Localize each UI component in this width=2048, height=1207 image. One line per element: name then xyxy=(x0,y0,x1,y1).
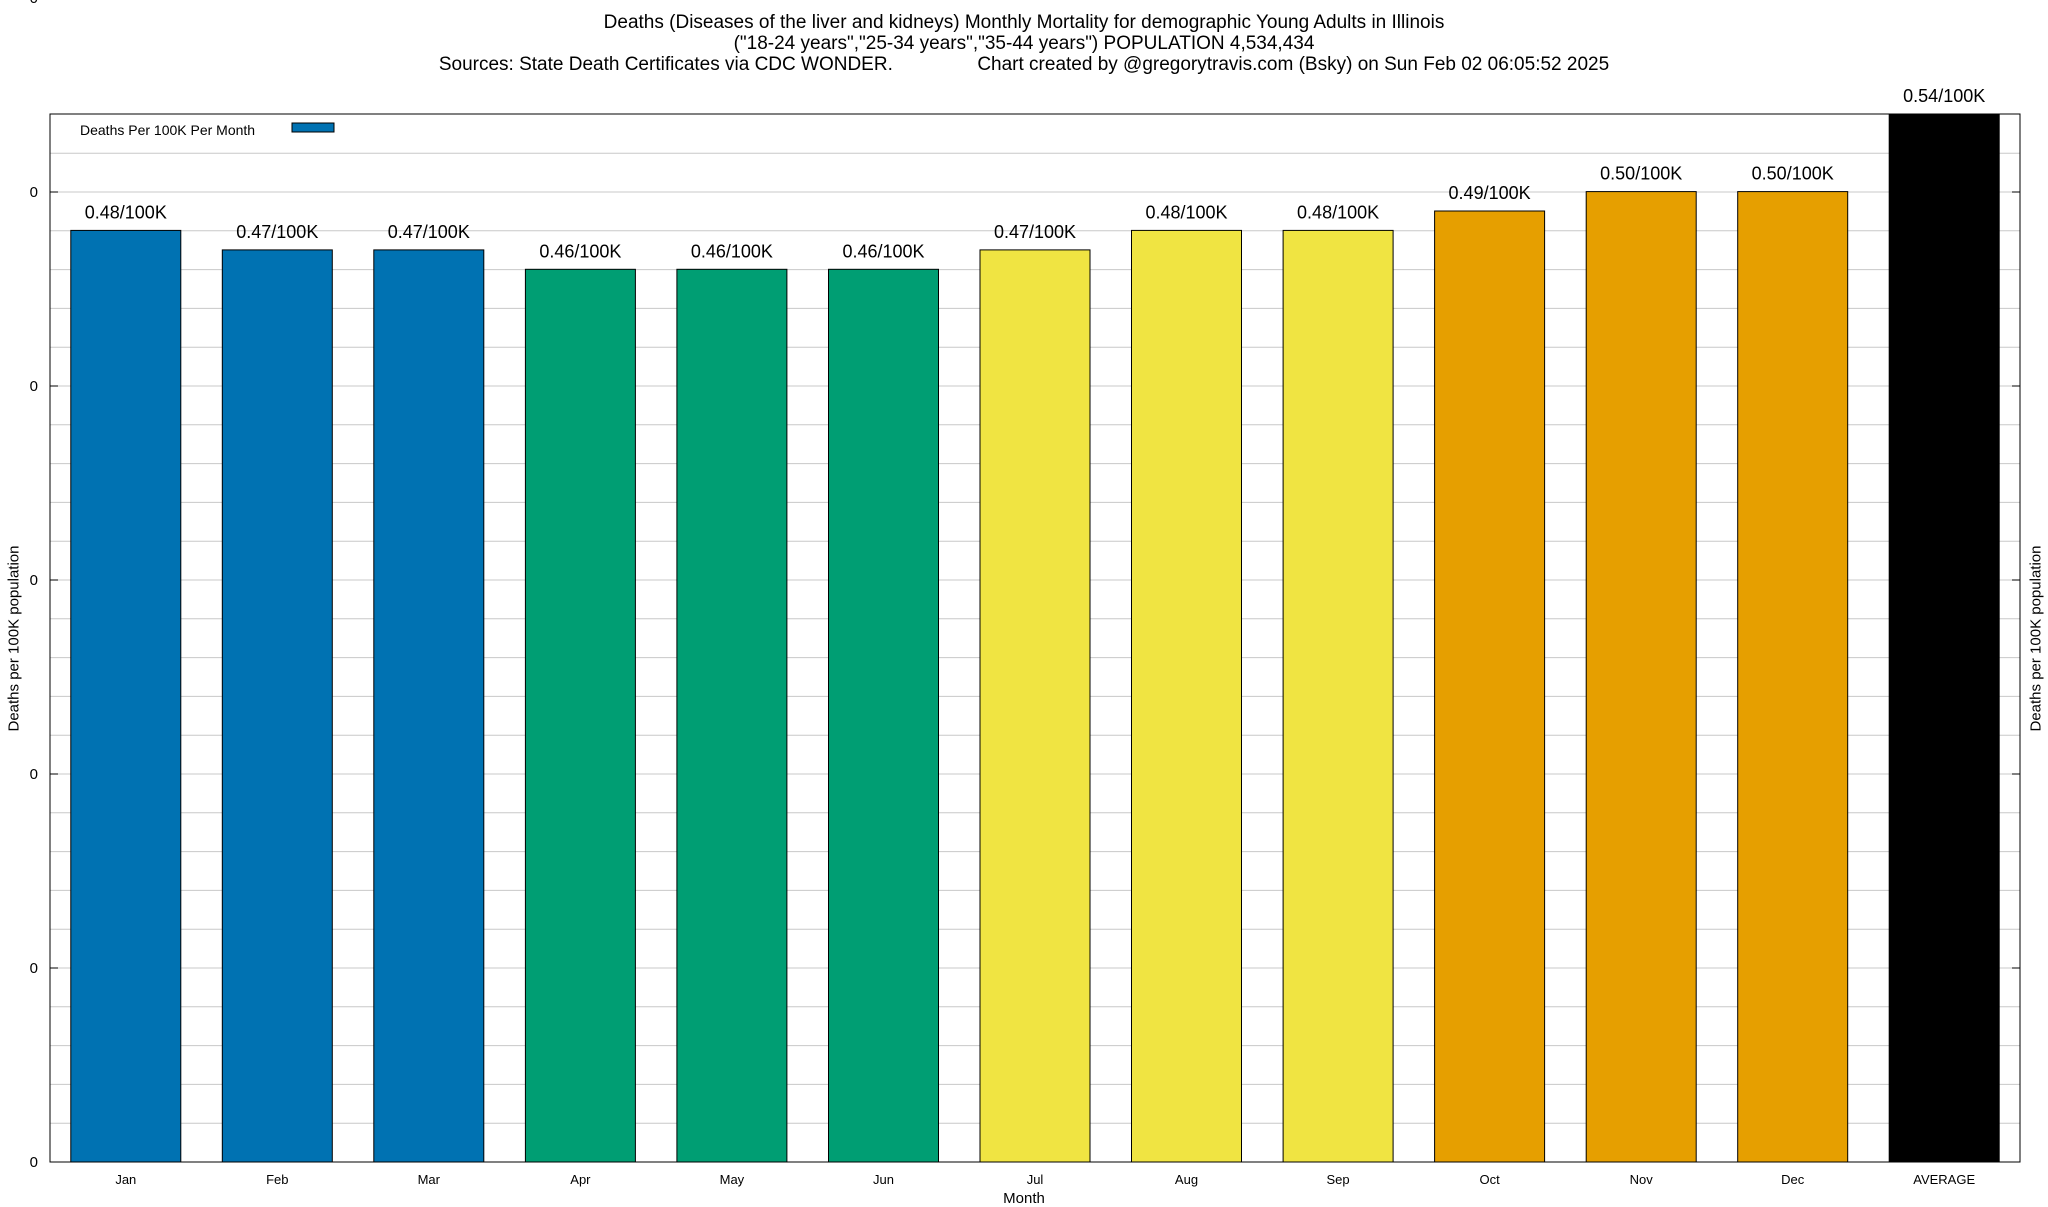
bar-mar xyxy=(373,249,485,1163)
data-label: 0.49/100K xyxy=(1449,183,1531,203)
x-axis-label: Month xyxy=(1003,1190,1045,1207)
bar-jun xyxy=(828,268,939,1163)
x-tick-label: AVERAGE xyxy=(1913,1172,1975,1187)
bar-apr xyxy=(524,268,636,1163)
y-tick-label: 0 xyxy=(30,0,38,7)
chart-title: Deaths (Diseases of the liver and kidney… xyxy=(603,12,1445,33)
bars xyxy=(70,113,2000,1163)
data-label: 0.47/100K xyxy=(388,222,470,242)
x-tick-label: Oct xyxy=(1479,1172,1500,1187)
y2-axis-label: Deaths per 100K population xyxy=(2027,545,2045,732)
data-label: 0.50/100K xyxy=(1752,164,1834,184)
data-label: 0.46/100K xyxy=(539,241,621,261)
y-axis-label: Deaths per 100K population xyxy=(5,545,23,732)
bar-jul xyxy=(979,249,1091,1163)
x-tick-label: Dec xyxy=(1781,1172,1805,1187)
bar-sep xyxy=(1282,229,1394,1163)
bar-nov xyxy=(1585,191,1697,1163)
x-tick-label: Feb xyxy=(266,1172,288,1187)
data-label: 0.47/100K xyxy=(236,222,318,242)
y-tick-label: 0 xyxy=(30,1154,38,1171)
data-labels: 0.48/100K Jan 0.47/100K Feb 0.47/100K Mar 0.46… xyxy=(85,86,1985,1187)
x-tick-label: Mar xyxy=(418,1172,441,1187)
x-tick-label: Jul xyxy=(1027,1172,1044,1187)
x-tick-label: Aug xyxy=(1175,1172,1198,1187)
y-tick-label: 0 xyxy=(30,184,38,201)
x-tick-label: Jun xyxy=(873,1172,894,1187)
legend-label: Deaths Per 100K Per Month xyxy=(80,122,255,138)
data-label: 0.50/100K xyxy=(1600,164,1682,184)
legend: Deaths Per 100K Per Month xyxy=(80,122,335,138)
data-label: 0.48/100K xyxy=(85,202,167,222)
chart-sources: Sources: State Death Certificates via CD… xyxy=(438,54,1610,75)
bar-feb xyxy=(221,249,333,1163)
data-label: 0.48/100K xyxy=(1297,202,1379,222)
bar-may xyxy=(676,268,788,1163)
y-tick-label: 0 xyxy=(30,572,38,589)
data-label: 0.46/100K xyxy=(842,241,924,261)
axis-ticks: 0 0 0 0 0 0 0 xyxy=(30,0,2020,1171)
x-tick-label: Sep xyxy=(1327,1172,1350,1187)
data-label: 0.46/100K xyxy=(691,241,773,261)
bar-oct xyxy=(1434,210,1546,1163)
data-label: 0.54/100K xyxy=(1903,86,1985,106)
legend-swatch xyxy=(291,122,335,133)
chart-subtitle: ("18-24 years","25-34 years","35-44 year… xyxy=(733,33,1315,54)
plot-frame xyxy=(49,113,2021,1163)
y-tick-label: 0 xyxy=(30,960,38,977)
bar-dec xyxy=(1737,191,1849,1163)
bar-average xyxy=(1888,113,2000,1163)
y-tick-label: 0 xyxy=(30,378,38,395)
data-label: 0.48/100K xyxy=(1145,202,1227,222)
x-tick-label: May xyxy=(720,1172,745,1187)
x-tick-label: Jan xyxy=(115,1172,136,1187)
bar-aug xyxy=(1131,229,1242,1163)
y-tick-label: 0 xyxy=(30,766,38,783)
x-tick-label: Apr xyxy=(570,1172,591,1187)
data-label: 0.47/100K xyxy=(994,222,1076,242)
bar-jan xyxy=(70,229,182,1163)
x-tick-label: Nov xyxy=(1630,1172,1654,1187)
